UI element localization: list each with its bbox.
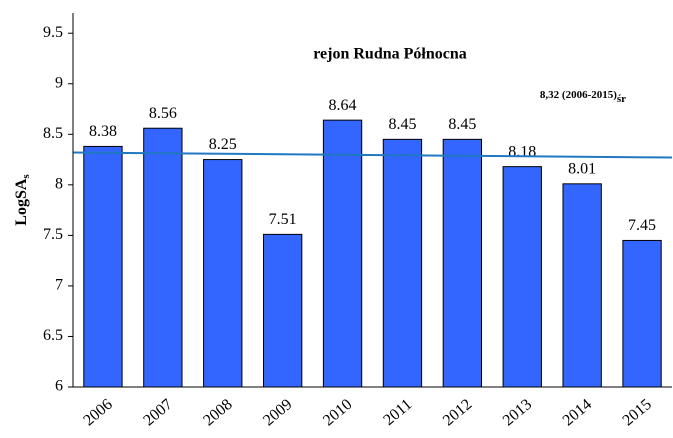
- annotation: 8,32 (2006-2015)śr: [540, 89, 626, 105]
- x-tick-label: 2009: [260, 396, 295, 430]
- annotation-text: 8,32 (2006-2015): [540, 89, 617, 101]
- annotation-sub: śr: [617, 93, 626, 105]
- value-label: 8.38: [89, 123, 117, 140]
- value-label: 8.45: [448, 116, 476, 133]
- value-label: 8.64: [329, 97, 357, 114]
- value-label: 7.45: [628, 217, 656, 234]
- y-tick-label: 9.5: [43, 24, 63, 41]
- x-tick-label: 2011: [380, 396, 415, 429]
- bar: [322, 119, 363, 388]
- value-label: 8.25: [209, 136, 237, 153]
- bar: [143, 127, 183, 388]
- y-axis-label: LogSAs: [13, 174, 32, 226]
- value-label: 8.18: [508, 143, 536, 160]
- y-label-sub: s: [20, 174, 32, 179]
- x-tick-label: 2010: [320, 396, 355, 430]
- y-tick-label: 8: [55, 176, 63, 193]
- x-tick-label: 2014: [560, 396, 595, 430]
- y-tick-label: 6: [55, 378, 63, 395]
- chart-title: rejon Rudna Północna: [313, 46, 467, 63]
- x-tick-label: 2008: [200, 396, 235, 430]
- x-tick-label: 2007: [140, 396, 175, 430]
- y-label-main: LogSA: [13, 178, 30, 226]
- bar: [562, 183, 602, 388]
- bar: [382, 138, 423, 388]
- y-tick-label: 8.5: [43, 125, 63, 142]
- x-tick-label: 2015: [620, 396, 655, 430]
- y-tick-label: 7.5: [43, 226, 63, 243]
- bar: [203, 159, 243, 388]
- bar: [622, 239, 662, 388]
- x-tick-label: 2006: [80, 396, 115, 430]
- bar: [442, 138, 483, 388]
- bar: [502, 166, 542, 388]
- value-label: 7.51: [269, 211, 297, 228]
- trend-line: [72, 151, 673, 159]
- x-tick-label: 2012: [440, 396, 475, 430]
- x-tick-label: 2013: [500, 396, 535, 430]
- bar: [83, 145, 123, 388]
- y-tick-label: 6.5: [43, 327, 63, 344]
- value-label: 8.45: [388, 116, 416, 133]
- bar: [262, 233, 303, 388]
- value-label: 8.56: [149, 105, 177, 122]
- value-label: 8.01: [568, 160, 596, 177]
- y-tick-label: 9: [55, 74, 63, 91]
- y-tick-label: 7: [55, 277, 63, 294]
